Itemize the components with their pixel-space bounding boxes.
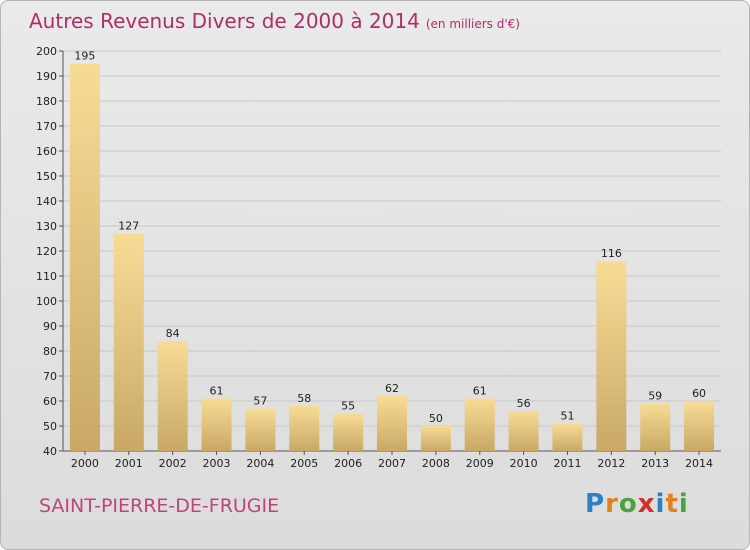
y-tick-label: 70 xyxy=(43,370,57,383)
x-tick-label: 2009 xyxy=(466,457,494,470)
bar xyxy=(508,411,539,451)
y-tick-label: 160 xyxy=(36,145,57,158)
labels: 40 50 60 70 80 90 100 110 120 130 140 150 160 170 180 1… xyxy=(36,45,713,470)
bar-value-label: 58 xyxy=(297,392,311,405)
bar-value-label: 61 xyxy=(210,385,224,398)
x-tick-label: 2006 xyxy=(334,457,362,470)
y-tick-label: 170 xyxy=(36,120,57,133)
bar xyxy=(333,413,364,451)
y-tick-label: 60 xyxy=(43,395,57,408)
x-tick-label: 2007 xyxy=(378,457,406,470)
bar xyxy=(157,341,188,451)
bar-value-label: 61 xyxy=(473,385,487,398)
y-tick-label: 180 xyxy=(36,95,57,108)
x-tick-label: 2012 xyxy=(597,457,625,470)
x-tick-label: 2010 xyxy=(510,457,538,470)
chart-title-text: Autres Revenus Divers de 2000 à 2014 xyxy=(29,9,420,33)
x-tick-label: 2014 xyxy=(685,457,713,470)
x-tick-label: 2013 xyxy=(641,457,669,470)
bar xyxy=(420,426,451,451)
proxiti-logo: Proxiti xyxy=(585,489,689,519)
logo-letter: x xyxy=(637,489,656,519)
y-tick-label: 100 xyxy=(36,295,57,308)
bar xyxy=(640,403,671,451)
y-tick-label: 120 xyxy=(36,245,57,258)
y-tick-label: 140 xyxy=(36,195,57,208)
bar xyxy=(201,398,232,451)
x-tick-label: 2008 xyxy=(422,457,450,470)
bar xyxy=(289,406,320,451)
y-tick-label: 40 xyxy=(43,445,57,458)
y-tick-label: 80 xyxy=(43,345,57,358)
logo-letter: o xyxy=(618,489,638,519)
bar xyxy=(377,396,407,451)
bar-value-label: 57 xyxy=(253,395,267,408)
y-tick-label: 130 xyxy=(36,220,57,233)
bar xyxy=(596,261,627,451)
logo-letter: r xyxy=(605,489,619,519)
bar-value-label: 116 xyxy=(601,247,622,260)
x-tick-label: 2002 xyxy=(159,457,187,470)
x-tick-label: 2004 xyxy=(246,457,274,470)
bar-value-label: 55 xyxy=(341,400,355,413)
logo-letter: i xyxy=(655,489,666,519)
y-tick-label: 150 xyxy=(36,170,57,183)
bar-value-label: 56 xyxy=(517,397,531,410)
y-tick-label: 190 xyxy=(36,70,57,83)
bar-value-label: 50 xyxy=(429,412,443,425)
logo-letter: t xyxy=(665,489,679,519)
bars xyxy=(69,63,715,451)
y-tick-label: 200 xyxy=(36,45,57,58)
logo-letter: i xyxy=(678,489,689,519)
bar xyxy=(69,63,100,451)
bar-value-label: 59 xyxy=(648,390,662,403)
bar-value-label: 51 xyxy=(560,410,574,423)
bar-value-label: 60 xyxy=(692,387,706,400)
chart-title: Autres Revenus Divers de 2000 à 2014 (en … xyxy=(29,9,520,33)
bar-value-label: 127 xyxy=(118,220,139,233)
bar xyxy=(684,401,715,451)
x-tick-label: 2005 xyxy=(290,457,318,470)
x-tick-label: 2001 xyxy=(115,457,143,470)
bar xyxy=(464,398,495,451)
bar xyxy=(245,408,276,451)
logo-letter: P xyxy=(585,489,606,519)
y-tick-label: 110 xyxy=(36,270,57,283)
bar-value-label: 195 xyxy=(74,50,95,63)
y-tick-label: 50 xyxy=(43,420,57,433)
bar-value-label: 84 xyxy=(166,327,180,340)
bar xyxy=(113,233,144,451)
bar-value-label: 62 xyxy=(385,382,399,395)
y-tick-label: 90 xyxy=(43,320,57,333)
x-tick-label: 2000 xyxy=(71,457,99,470)
bar xyxy=(552,423,583,451)
commune-name: SAINT-PIERRE-DE-FRUGIE xyxy=(39,495,280,517)
x-tick-label: 2003 xyxy=(203,457,231,470)
x-tick-label: 2011 xyxy=(553,457,581,470)
chart-subtitle: (en milliers d'€) xyxy=(425,17,520,31)
